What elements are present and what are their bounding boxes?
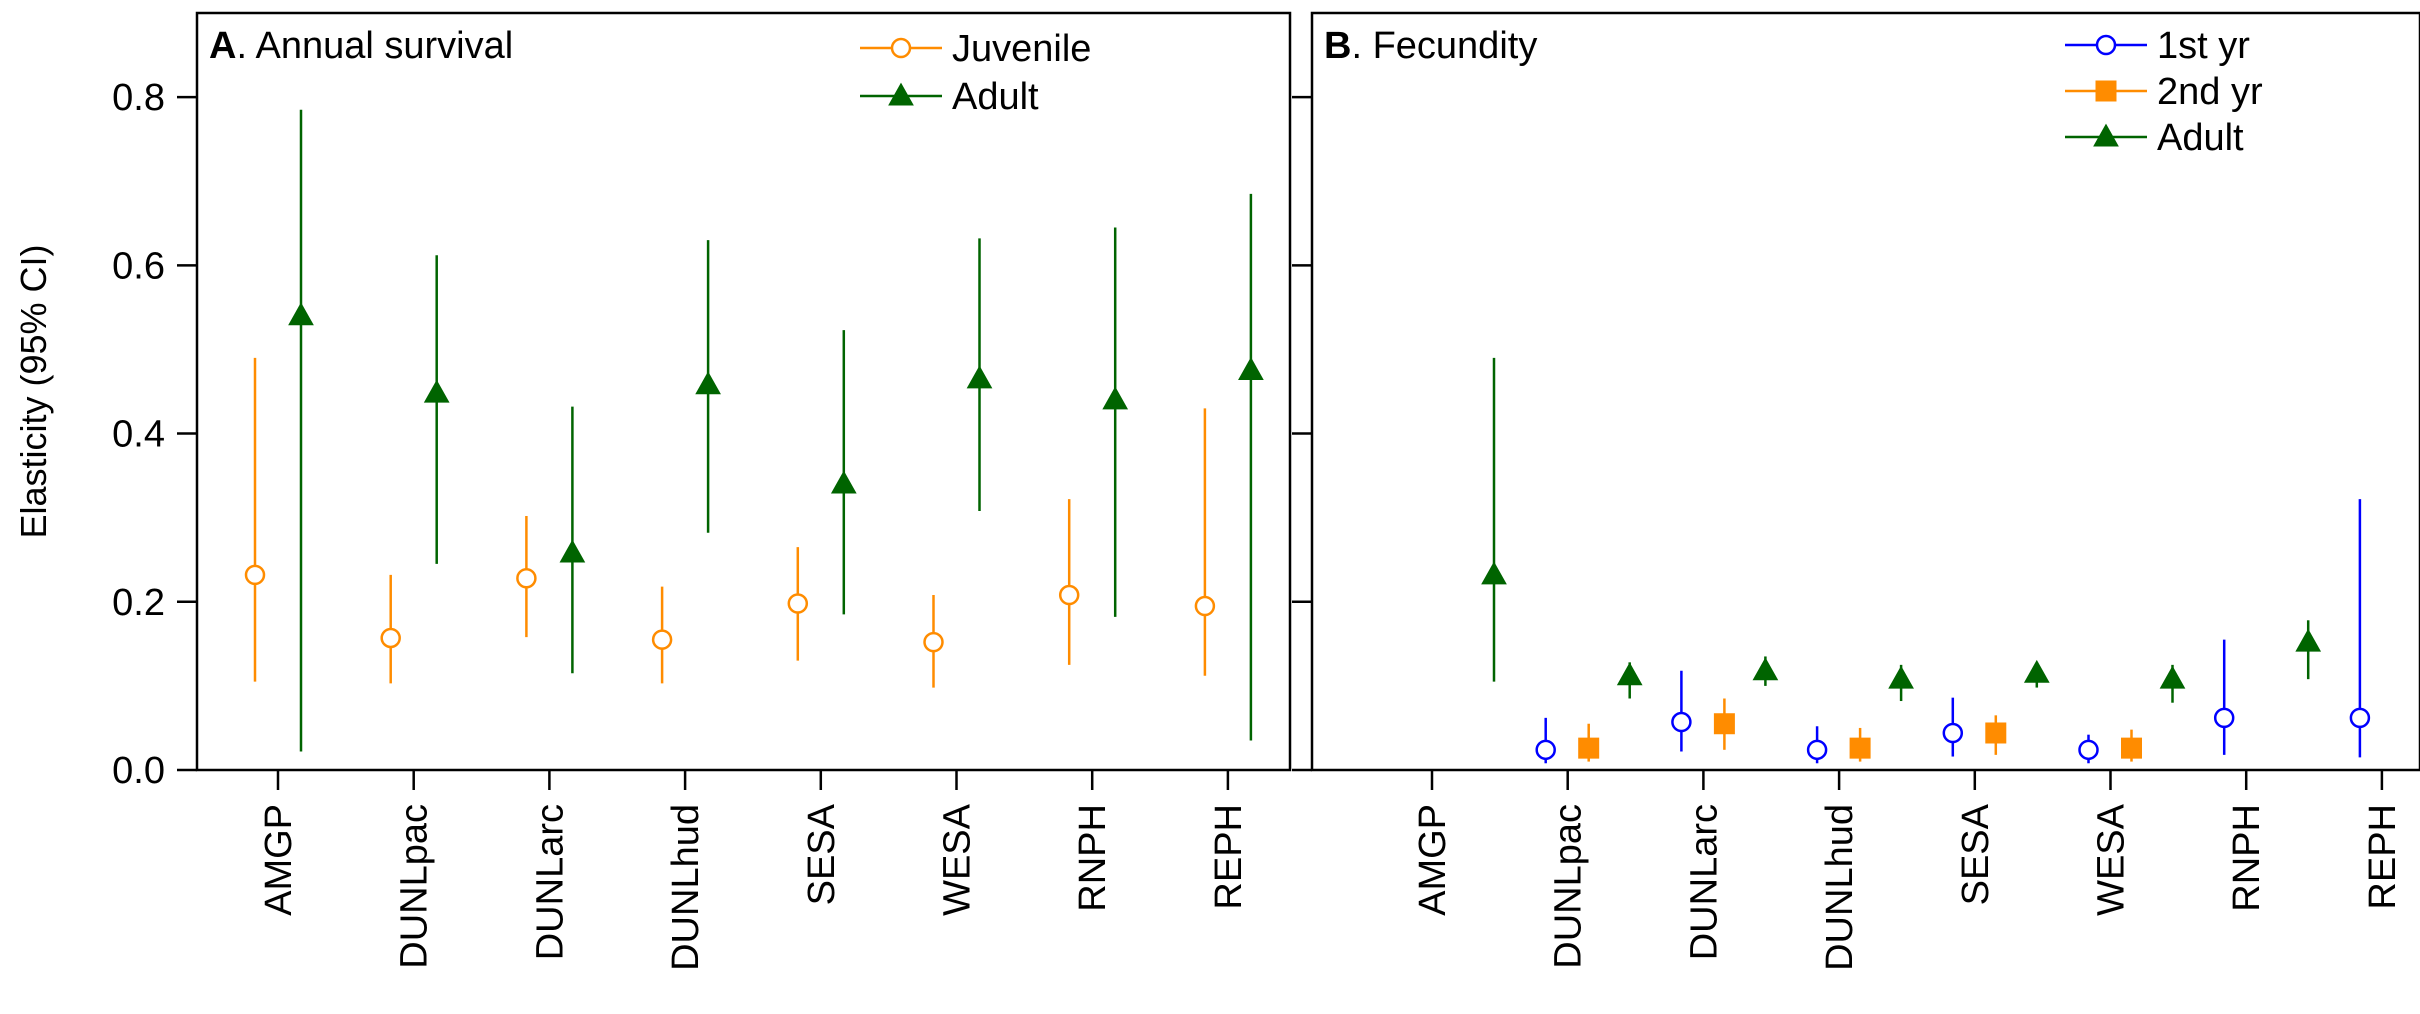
x-category-label: SESA: [801, 803, 843, 905]
plot-frame: [1310, 11, 2420, 772]
legend-marker: [890, 37, 912, 59]
data-point: [2078, 739, 2099, 761]
x-category-label: AMGP: [1412, 804, 1454, 916]
y-tick-label: 0.2: [112, 582, 165, 624]
plot-frame: [195, 11, 1292, 772]
series-2nd-yr: [1578, 698, 2142, 762]
series-1st-yr: [1535, 499, 2371, 764]
x-category-label: RNPH: [2226, 804, 2268, 912]
y-tick-label: 0.4: [112, 414, 165, 456]
y-tick-label: 0.0: [112, 750, 165, 792]
data-point: [1888, 665, 1914, 689]
legend-label: Juvenile: [952, 28, 1091, 70]
series-juvenile: [244, 357, 1216, 688]
x-category-label: DUNLarc: [1683, 804, 1725, 960]
data-point: [787, 593, 809, 614]
panel-letter: B: [1324, 25, 1351, 67]
data-point: [651, 629, 673, 650]
data-point: [2349, 707, 2371, 729]
x-category-label: DUNLarc: [529, 804, 571, 960]
data-point: [423, 379, 450, 403]
x-category-label: DUNLhud: [665, 804, 707, 971]
x-category-label: WESA: [2091, 803, 2133, 916]
panel-letter: A: [209, 25, 236, 67]
y-tick-label: 0.8: [112, 77, 165, 119]
data-point: [1849, 737, 1871, 759]
data-point: [380, 627, 401, 649]
data-point: [966, 365, 993, 389]
legend-marker: [2095, 80, 2117, 102]
data-point: [1616, 662, 1643, 686]
series-adult: [288, 109, 1264, 752]
data-point: [1238, 357, 1264, 380]
legend-label: 2nd yr: [2157, 71, 2263, 113]
x-category-label: AMGP: [258, 804, 300, 916]
panel-title-text: . Fecundity: [1351, 25, 1537, 67]
data-point: [2213, 707, 2235, 729]
data-point: [244, 564, 266, 586]
x-category-label: WESA: [937, 803, 979, 916]
data-point: [516, 567, 537, 589]
y-tick-label: 0.6: [112, 245, 165, 287]
legend-label: Adult: [2157, 117, 2244, 159]
data-point: [559, 539, 586, 563]
panel-title-text: . Annual survival: [236, 25, 513, 67]
data-point: [1752, 657, 1779, 681]
legend-label: 1st yr: [2157, 25, 2250, 67]
data-point: [923, 631, 944, 653]
legend-marker: [2093, 123, 2119, 147]
x-category-label: REPH: [2362, 804, 2404, 910]
legend-marker: [888, 82, 914, 106]
data-point: [1535, 739, 1556, 761]
data-point: [2023, 659, 2050, 683]
legend: Juvenile Adult: [860, 28, 1091, 118]
y-axis-title: Elasticity (95% CI): [13, 244, 54, 538]
data-point: [1481, 561, 1507, 585]
data-point: [1578, 737, 1600, 759]
x-category-label: RNPH: [1072, 804, 1114, 912]
data-point: [1942, 722, 1964, 744]
x-category-label: DUNLhud: [1819, 804, 1861, 971]
x-category-label: SESA: [1955, 803, 1997, 905]
x-category-label: DUNLpac: [1548, 804, 1590, 969]
data-point: [1058, 584, 1080, 606]
data-point: [288, 302, 314, 326]
data-point: [695, 371, 721, 395]
data-point: [1671, 711, 1692, 733]
x-category-label: REPH: [1208, 804, 1250, 910]
data-point: [1102, 386, 1129, 410]
panel-title: A. Annual survival: [209, 25, 513, 67]
data-point: [1985, 722, 2007, 744]
data-point: [1713, 713, 1735, 735]
legend-label: Adult: [952, 76, 1039, 118]
data-point: [1806, 739, 1828, 761]
data-point: [830, 470, 857, 494]
panel-title: B. Fecundity: [1324, 25, 1537, 67]
data-point: [2121, 737, 2142, 759]
data-point: [2159, 665, 2186, 689]
series-adult: [1481, 357, 2322, 703]
panel-a: 0.0 0.2 0.4 0.6 0.8 Elasticity (95% CI) AMGP DU…: [13, 11, 1292, 971]
data-point: [1194, 595, 1216, 617]
panel-b: AMGP DUNLpac DUNLarc DUNLhud SESA WESA RNPH REP…: [1292, 11, 2420, 971]
legend-marker: [2095, 34, 2117, 56]
data-point: [2295, 628, 2322, 652]
x-category-label: DUNLpac: [394, 804, 436, 969]
